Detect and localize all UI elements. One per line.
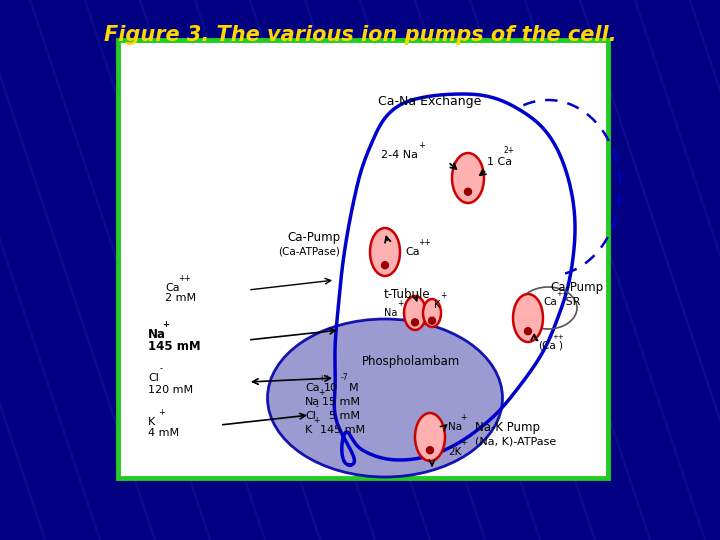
Text: 145 mM: 145 mM <box>320 425 365 435</box>
Text: Ca-Pump: Ca-Pump <box>550 281 603 294</box>
Text: 10: 10 <box>324 383 338 393</box>
Text: Na: Na <box>148 328 166 341</box>
Text: Ca-Na Exchange: Ca-Na Exchange <box>378 96 482 109</box>
Text: Na-K Pump: Na-K Pump <box>475 421 540 434</box>
Text: (Na, K)-ATPase: (Na, K)-ATPase <box>475 436 557 446</box>
Text: +: + <box>460 438 467 447</box>
Circle shape <box>426 447 433 454</box>
Text: (Ca-ATPase): (Ca-ATPase) <box>278 247 340 257</box>
Text: +: + <box>318 388 325 397</box>
Ellipse shape <box>404 296 426 330</box>
Text: -: - <box>160 364 163 373</box>
Text: +: + <box>158 408 165 417</box>
Text: 1 Ca: 1 Ca <box>487 157 512 167</box>
Text: Cl: Cl <box>305 411 316 421</box>
Text: Na: Na <box>448 422 462 432</box>
Text: 145 mM: 145 mM <box>148 341 201 354</box>
Text: ++: ++ <box>418 238 431 247</box>
Text: ++: ++ <box>556 291 568 297</box>
Text: K: K <box>434 300 441 310</box>
Text: +: + <box>418 141 425 150</box>
Text: Ca: Ca <box>543 297 557 307</box>
Text: Ca: Ca <box>305 383 320 393</box>
Ellipse shape <box>452 153 484 203</box>
Circle shape <box>412 319 418 326</box>
Text: Phospholambam: Phospholambam <box>362 355 460 368</box>
Text: K: K <box>305 425 312 435</box>
Text: 2+: 2+ <box>504 146 515 155</box>
Text: 2 mM: 2 mM <box>165 293 196 303</box>
Text: -: - <box>316 402 319 411</box>
Text: +: + <box>440 291 446 300</box>
Text: Cl: Cl <box>148 373 159 383</box>
Text: +: + <box>460 413 467 422</box>
Text: 2-4 Na: 2-4 Na <box>381 150 418 160</box>
Text: +: + <box>162 320 169 329</box>
Text: K: K <box>148 417 156 427</box>
Ellipse shape <box>268 319 503 477</box>
Text: 5 mM: 5 mM <box>322 411 360 421</box>
Text: (Ca: (Ca <box>538 340 556 350</box>
Text: Na: Na <box>384 308 397 318</box>
Text: Ca: Ca <box>165 283 179 293</box>
Text: ++: ++ <box>318 374 330 383</box>
Circle shape <box>428 317 436 324</box>
Ellipse shape <box>415 413 445 461</box>
Circle shape <box>382 262 389 269</box>
Ellipse shape <box>423 299 441 327</box>
Circle shape <box>524 328 531 335</box>
Text: Figure 3. The various ion pumps of the cell.: Figure 3. The various ion pumps of the c… <box>104 25 616 45</box>
Circle shape <box>464 188 472 195</box>
Text: 4 mM: 4 mM <box>148 428 179 438</box>
Text: SR: SR <box>562 297 580 307</box>
Text: Na: Na <box>305 397 320 407</box>
Text: t-Tubule: t-Tubule <box>383 288 430 301</box>
Text: ++: ++ <box>552 334 564 340</box>
Text: 2K: 2K <box>448 447 462 457</box>
Text: 15 mM: 15 mM <box>322 397 360 407</box>
Ellipse shape <box>513 294 543 342</box>
Text: Ca: Ca <box>405 247 420 257</box>
Ellipse shape <box>370 228 400 276</box>
Text: M: M <box>349 383 359 393</box>
Bar <box>118 40 608 478</box>
Text: 120 mM: 120 mM <box>148 385 193 395</box>
Text: +: + <box>397 299 403 308</box>
Text: ++: ++ <box>178 274 191 283</box>
Text: -7: -7 <box>341 373 348 382</box>
Text: Ca-Pump: Ca-Pump <box>287 232 340 245</box>
Text: +: + <box>313 416 320 425</box>
Text: ): ) <box>558 340 562 350</box>
